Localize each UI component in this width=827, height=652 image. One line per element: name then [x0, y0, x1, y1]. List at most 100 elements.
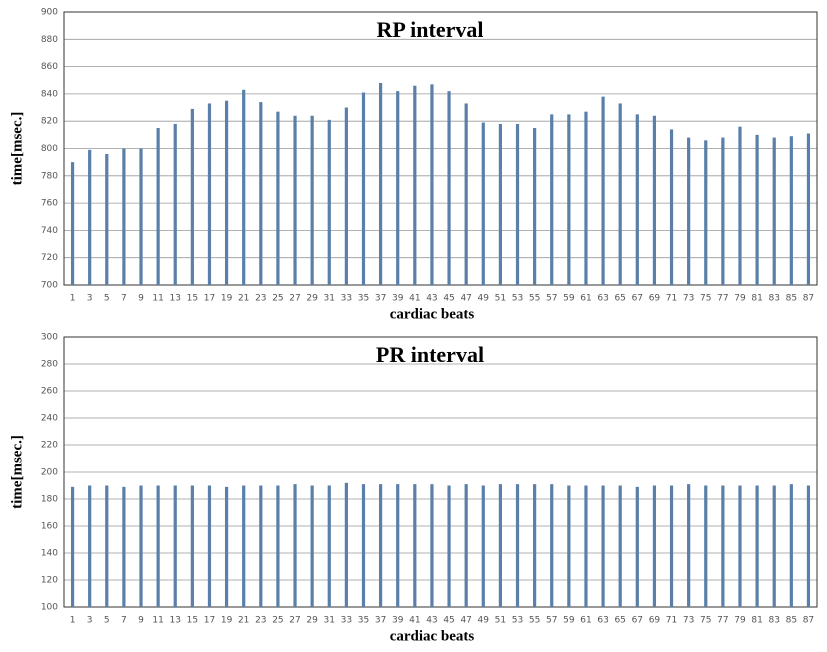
y-tick-label: 240	[41, 414, 58, 424]
bar	[361, 484, 366, 607]
x-tick-label: 17	[204, 616, 215, 626]
bar	[687, 484, 691, 607]
x-tick-label: 45	[443, 616, 454, 626]
x-tick-label: 77	[717, 616, 728, 626]
bar	[567, 485, 571, 607]
x-tick-label: 27	[289, 616, 300, 626]
chart-title: PR interval	[376, 342, 484, 367]
x-tick-label: 57	[546, 294, 557, 304]
bar	[584, 485, 588, 607]
bar	[413, 85, 417, 286]
x-tick-label: 27	[289, 294, 300, 304]
x-tick-label: 65	[614, 616, 625, 626]
x-tick-label: 85	[786, 294, 797, 304]
x-tick-label: 53	[512, 616, 523, 626]
bar	[601, 485, 605, 607]
bar	[224, 100, 229, 285]
bar	[721, 137, 725, 285]
bar	[481, 122, 485, 285]
bar	[139, 485, 143, 607]
bar	[567, 114, 571, 285]
x-tick-label: 69	[649, 616, 661, 626]
x-tick-label: 9	[138, 294, 144, 304]
bar	[190, 485, 194, 607]
x-axis-label: cardiac beats	[390, 306, 475, 322]
x-tick-label: 67	[632, 294, 643, 304]
y-tick-label: 760	[41, 199, 58, 209]
bar	[242, 89, 246, 286]
bar	[635, 114, 639, 285]
x-tick-label: 61	[580, 294, 591, 304]
bar	[105, 485, 109, 607]
x-tick-label: 55	[529, 294, 540, 304]
bar	[498, 123, 502, 286]
bar	[806, 485, 811, 607]
bar	[344, 482, 348, 607]
x-tick-label: 25	[272, 294, 283, 304]
x-tick-label: 41	[409, 616, 420, 626]
x-tick-label: 37	[375, 294, 386, 304]
bar	[259, 102, 263, 285]
bar	[550, 114, 554, 285]
bar	[550, 484, 554, 607]
bar	[224, 486, 229, 607]
x-tick-label: 15	[187, 294, 198, 304]
x-tick-label: 59	[563, 294, 575, 304]
y-tick-label: 200	[41, 468, 58, 478]
bar	[584, 111, 588, 286]
bar	[156, 128, 160, 285]
bar	[139, 148, 143, 285]
x-tick-label: 5	[104, 616, 110, 626]
bar	[533, 128, 537, 285]
y-tick-label: 220	[41, 441, 58, 451]
x-tick-label: 43	[426, 294, 437, 304]
x-tick-label: 51	[495, 616, 506, 626]
bar	[310, 115, 314, 286]
x-tick-label: 49	[478, 294, 490, 304]
bar	[652, 115, 657, 286]
x-tick-label: 69	[649, 294, 661, 304]
x-tick-label: 67	[632, 616, 643, 626]
bar	[379, 82, 383, 285]
bar	[447, 91, 451, 285]
bar	[173, 485, 177, 607]
x-tick-label: 85	[786, 616, 797, 626]
bar	[276, 485, 280, 607]
x-tick-label: 81	[751, 616, 762, 626]
x-tick-label: 1	[70, 294, 76, 304]
x-tick-label: 59	[563, 616, 575, 626]
x-tick-label: 39	[392, 294, 404, 304]
bar	[806, 133, 811, 285]
x-tick-label: 73	[683, 294, 694, 304]
y-tick-label: 140	[41, 549, 58, 559]
y-tick-label: 180	[41, 495, 58, 505]
bar	[344, 107, 348, 285]
bar	[122, 148, 126, 285]
bar	[70, 162, 75, 285]
x-tick-label: 31	[324, 616, 335, 626]
y-tick-label: 880	[41, 35, 58, 45]
x-tick-label: 11	[152, 294, 163, 304]
bar	[430, 84, 434, 285]
x-tick-label: 33	[341, 294, 352, 304]
y-tick-label: 900	[41, 8, 58, 18]
x-tick-label: 7	[121, 616, 127, 626]
bar	[704, 485, 708, 607]
y-tick-label: 840	[41, 89, 58, 99]
x-tick-label: 47	[460, 294, 471, 304]
y-axis-label: time[msec.]	[9, 435, 25, 509]
y-tick-label: 700	[41, 281, 58, 291]
bar	[789, 136, 793, 285]
x-tick-label: 87	[803, 616, 814, 626]
bar	[276, 111, 280, 286]
y-tick-label: 100	[41, 603, 58, 613]
x-tick-label: 63	[597, 294, 608, 304]
x-tick-label: 5	[104, 294, 110, 304]
x-tick-label: 1	[70, 616, 76, 626]
x-tick-label: 83	[768, 294, 779, 304]
x-tick-label: 75	[700, 294, 711, 304]
x-tick-label: 55	[529, 616, 540, 626]
bar	[430, 484, 434, 607]
x-tick-label: 35	[358, 294, 369, 304]
